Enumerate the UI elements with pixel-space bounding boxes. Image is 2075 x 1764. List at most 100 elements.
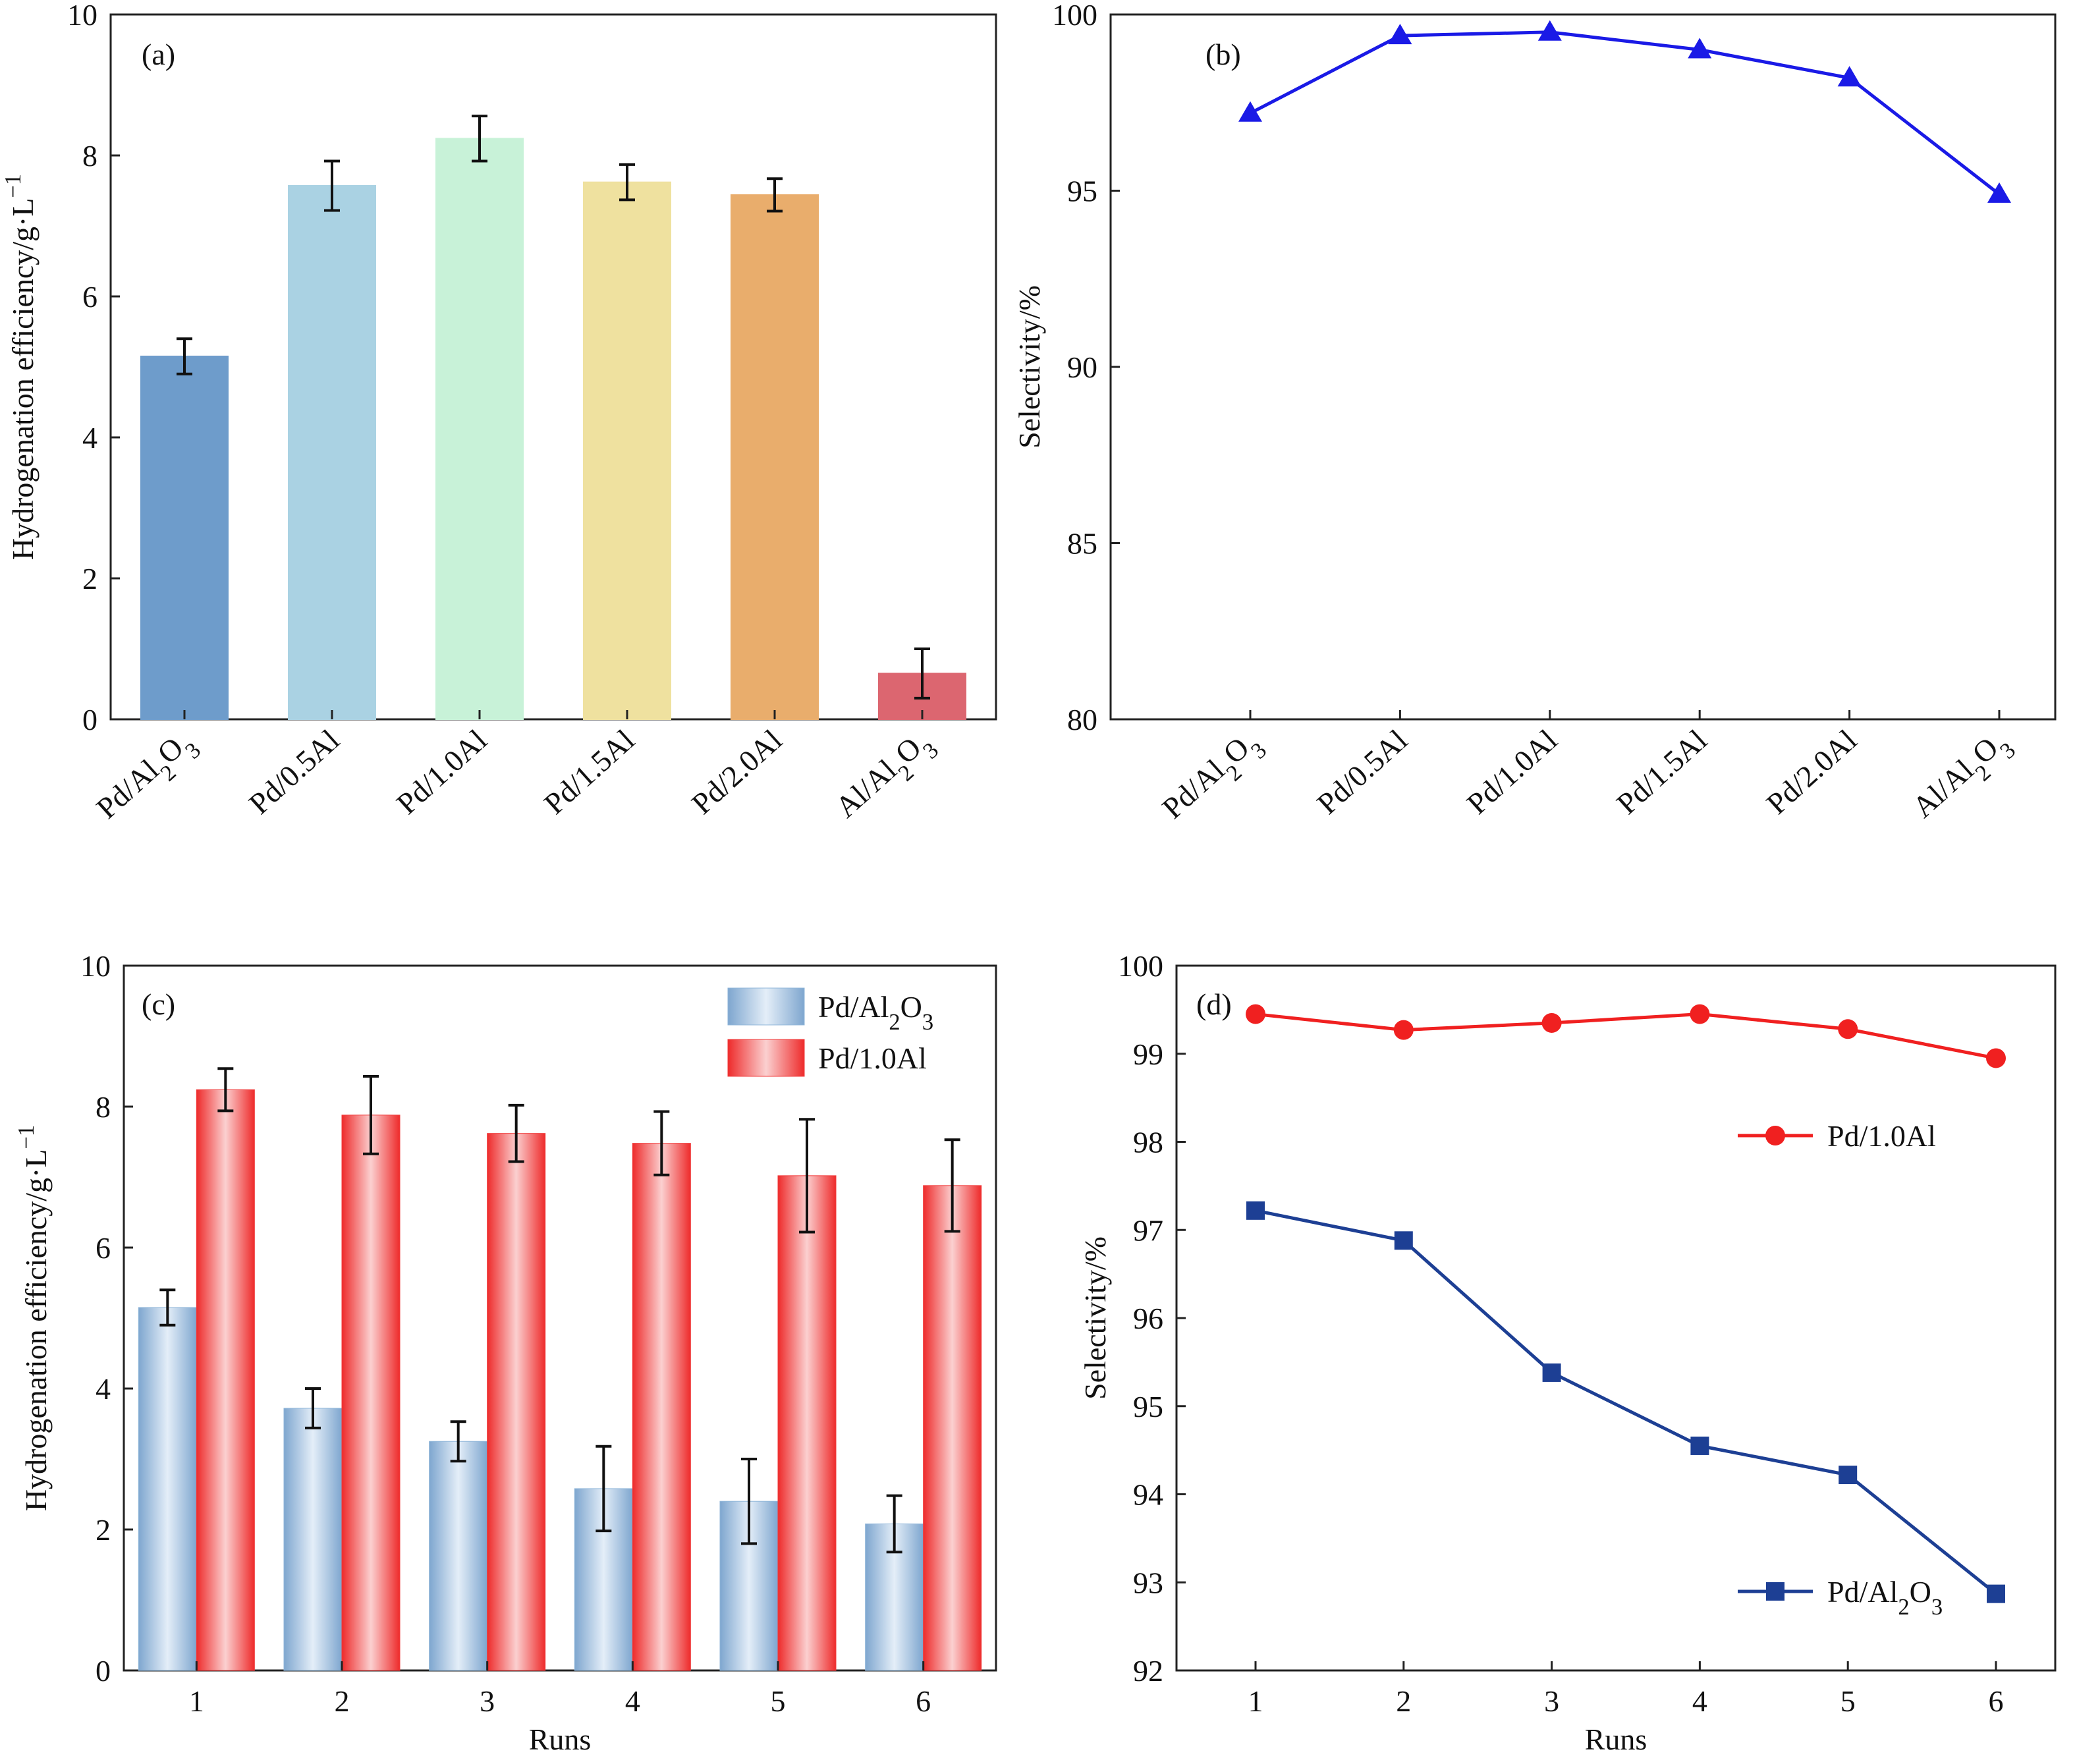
panel-d-legend-point bbox=[1765, 1126, 1785, 1145]
panel-c-bar bbox=[138, 1307, 197, 1671]
panel-a-category-label: Pd/0.5Al bbox=[242, 723, 346, 821]
panel-a-category-label: Pd/2.0Al bbox=[685, 723, 788, 821]
panel-d-point bbox=[1541, 1012, 1562, 1033]
panel-c-ytick-label: 0 bbox=[96, 1654, 111, 1688]
panel-c-ylabel: Hydrogenation efficiency/g·L−1 bbox=[14, 1125, 53, 1511]
panel-d-legend-point bbox=[1766, 1582, 1784, 1601]
panel-d-ytick-label: 93 bbox=[1133, 1566, 1163, 1599]
panel-a-ytick-label: 0 bbox=[82, 703, 97, 736]
panel-c-bar bbox=[196, 1089, 255, 1671]
panel-d-legend-label: Pd/Al2O3 bbox=[1827, 1575, 1943, 1620]
panel-d-series-line bbox=[1255, 1012, 1997, 1060]
panel-b-ylabel: Selectivity/% bbox=[1012, 285, 1046, 449]
panel-a-chart: 0 2 4 6 8 10 Hydrogenation efficiency/g·L−1 (a)… bbox=[1, 0, 997, 834]
panel-c-legend-swatch bbox=[727, 1039, 805, 1077]
panel-a-plot-frame bbox=[109, 13, 997, 721]
panel-d-point bbox=[1690, 1004, 1710, 1024]
panel-d-category-label: 3 bbox=[1544, 1684, 1559, 1718]
panel-b-ytick-label: 85 bbox=[1067, 527, 1097, 561]
panel-c-bar bbox=[283, 1408, 343, 1671]
panel-c-category-label: 6 bbox=[916, 1684, 931, 1718]
panel-b-point bbox=[1688, 38, 1712, 59]
panel-d-ytick-label: 96 bbox=[1133, 1302, 1163, 1335]
panel-d-point bbox=[1839, 1466, 1858, 1485]
panel-a-ytick-label: 10 bbox=[67, 0, 97, 32]
panel-a-category-label: Pd/1.5Al bbox=[538, 723, 641, 821]
panel-b-ytick-label: 80 bbox=[1067, 703, 1097, 736]
panel-c-ytick-label: 10 bbox=[80, 949, 111, 983]
panel-d-point bbox=[1986, 1048, 2006, 1068]
panel-d-point bbox=[1690, 1436, 1709, 1455]
panel-c-bar bbox=[341, 1115, 401, 1671]
panel-d-legend-label: Pd/1.0Al bbox=[1827, 1119, 1936, 1153]
panel-a-panel-label: (a) bbox=[142, 38, 175, 71]
panel-c-legend-label: Pd/Al2O3 bbox=[818, 990, 933, 1035]
panel-c-category-label: 2 bbox=[335, 1684, 350, 1718]
panel-d-category-label: 2 bbox=[1396, 1684, 1411, 1718]
panel-b-chart: 80 85 90 95 100 Selectivity/% (b) Pd/Al2O3 Pd/0.… bbox=[1012, 0, 2057, 834]
panel-c-plot-frame bbox=[123, 964, 997, 1672]
panel-b-point bbox=[1537, 20, 1562, 41]
panel-b-point bbox=[1238, 101, 1262, 122]
panel-c-chart: 0 2 4 6 8 10 Hydrogenation efficiency/g·L−1 (c)… bbox=[14, 949, 997, 1756]
panel-c-bar bbox=[632, 1143, 691, 1671]
panel-d-ytick-label: 98 bbox=[1133, 1126, 1163, 1159]
panel-d-ytick-label: 95 bbox=[1133, 1390, 1163, 1423]
panel-c-bar bbox=[777, 1175, 837, 1671]
panel-d-ylabel: Selectivity/% bbox=[1078, 1236, 1112, 1400]
panel-c-bar bbox=[429, 1441, 488, 1671]
panel-a-category-label: Pd/Al2O3 bbox=[90, 723, 206, 834]
panel-b-series-line bbox=[1249, 30, 2001, 196]
panel-c-ytick-label: 6 bbox=[96, 1231, 111, 1265]
panel-c-category-label: 5 bbox=[771, 1684, 786, 1718]
panel-d-point bbox=[1246, 1004, 1265, 1024]
panel-d-ytick-label: 97 bbox=[1133, 1213, 1163, 1247]
panel-c-xlabel: Runs bbox=[529, 1723, 592, 1756]
panel-c-category-label: 4 bbox=[625, 1684, 640, 1718]
panel-a-bar bbox=[583, 181, 671, 721]
panel-d-point bbox=[1987, 1584, 2005, 1603]
panel-a-category-label: Pd/1.0Al bbox=[390, 723, 493, 821]
panel-d-ytick-label: 99 bbox=[1133, 1037, 1163, 1071]
panel-b-category-label: Pd/Al2O3 bbox=[1155, 723, 1271, 834]
panel-b-ytick-label: 90 bbox=[1067, 350, 1097, 384]
panel-a-ytick-label: 2 bbox=[82, 562, 97, 595]
panel-a-bar bbox=[731, 194, 819, 721]
panel-d-category-label: 4 bbox=[1692, 1684, 1707, 1718]
panel-a-bar bbox=[288, 185, 376, 720]
panel-c-bar bbox=[487, 1133, 546, 1671]
panel-c-legend-swatch bbox=[727, 987, 805, 1026]
panel-d-series-line bbox=[1255, 1209, 1997, 1595]
panel-c-ytick-label: 4 bbox=[96, 1372, 111, 1406]
panel-d-point bbox=[1393, 1020, 1414, 1040]
panel-b-category-label: Al/Al2O3 bbox=[1906, 723, 2020, 833]
panel-b-category-label: Pd/1.0Al bbox=[1460, 723, 1564, 821]
panel-d-panel-label: (d) bbox=[1196, 987, 1232, 1021]
panel-d-category-label: 6 bbox=[1989, 1684, 2004, 1718]
panel-d-point bbox=[1246, 1201, 1265, 1220]
panel-d-point bbox=[1838, 1019, 1858, 1039]
panel-d-ytick-label: 94 bbox=[1133, 1478, 1163, 1512]
panel-b-point bbox=[1987, 182, 2011, 203]
panel-a-ytick-label: 8 bbox=[82, 139, 97, 173]
panel-a-category-label: Al/Al2O3 bbox=[829, 723, 943, 833]
panel-d-point bbox=[1394, 1231, 1413, 1250]
panel-a-ytick-label: 6 bbox=[82, 280, 97, 314]
panel-d-category-label: 1 bbox=[1248, 1684, 1263, 1718]
panel-a-bar bbox=[140, 355, 229, 720]
panel-d-category-label: 5 bbox=[1840, 1684, 1856, 1718]
panel-c-category-label: 3 bbox=[480, 1684, 495, 1718]
panel-a-ytick-label: 4 bbox=[82, 421, 97, 455]
panel-b-ytick-label: 100 bbox=[1052, 0, 1097, 32]
panel-b-panel-label: (b) bbox=[1205, 38, 1241, 71]
panel-c-ytick-label: 2 bbox=[96, 1513, 111, 1547]
panel-d-ytick-label: 92 bbox=[1133, 1654, 1163, 1688]
panel-a-bar bbox=[435, 138, 524, 720]
panel-c-legend-label: Pd/1.0Al bbox=[818, 1041, 927, 1075]
panel-b-category-label: Pd/1.5Al bbox=[1610, 723, 1713, 821]
panel-b-ytick-label: 95 bbox=[1067, 175, 1097, 208]
panel-b-category-label: Pd/2.0Al bbox=[1760, 723, 1864, 821]
panel-b-point bbox=[1837, 66, 1862, 87]
panel-d-ytick-label: 100 bbox=[1118, 949, 1163, 983]
panel-c-bar bbox=[923, 1185, 982, 1671]
